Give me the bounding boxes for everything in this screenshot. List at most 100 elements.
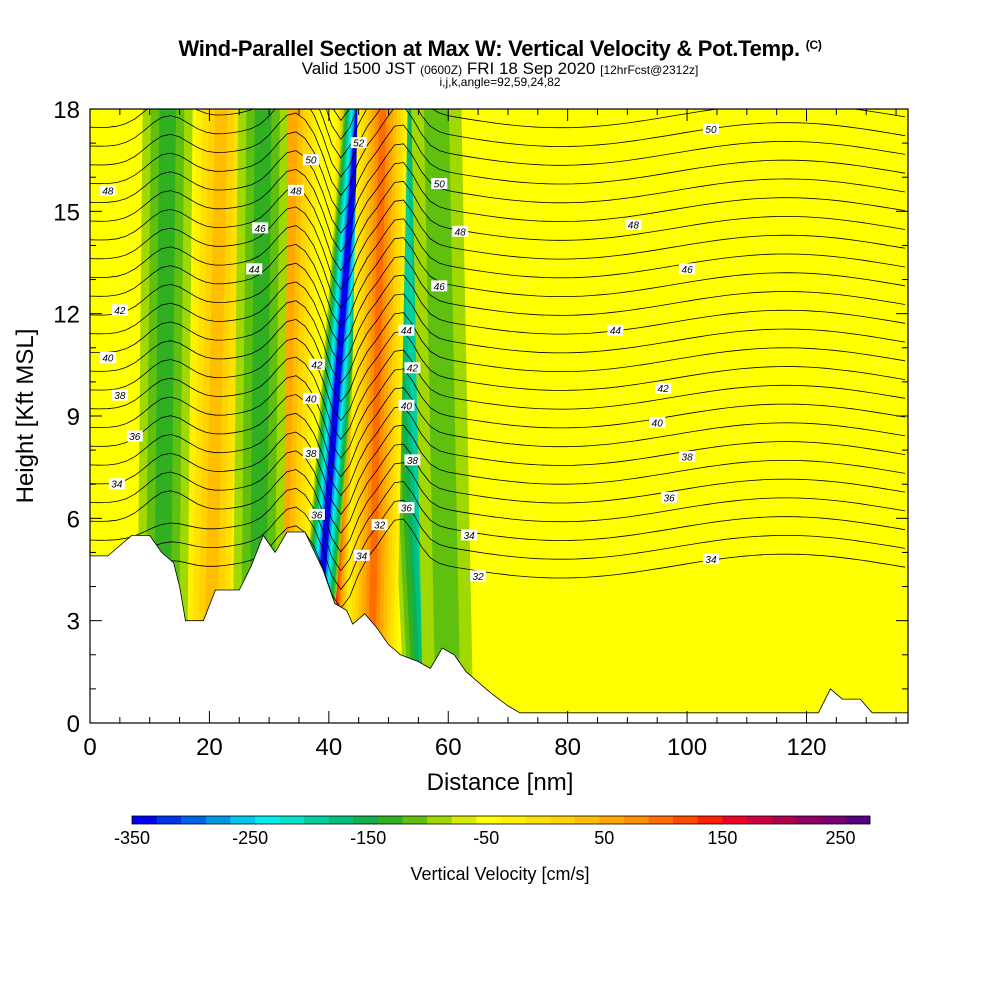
theta-label-bg: [302, 154, 319, 166]
velocity-band-8-1: [423, 109, 461, 723]
theta-contour-line: [90, 75, 905, 102]
colorbar-swatch: [132, 816, 157, 824]
theta-label-bg: [99, 184, 116, 196]
colorbar-tick-label: -350: [114, 828, 150, 848]
theta-label-bg: [452, 225, 469, 237]
theta-label: 40: [102, 354, 114, 365]
x-axis-label: Distance [nm]: [427, 769, 574, 796]
colorbar-frame: [131, 815, 871, 825]
theta-label: 44: [249, 265, 261, 276]
theta-label: 42: [407, 364, 419, 375]
theta-label-bg: [398, 502, 415, 514]
theta-label-bg: [625, 218, 642, 230]
x-tick-label: 20: [196, 734, 223, 761]
colorbar-swatch: [378, 816, 403, 824]
valid-utc: (0600Z): [420, 63, 463, 77]
theta-contour-line: [90, 405, 906, 497]
x-tick-label: 60: [435, 734, 462, 761]
theta-label: 38: [114, 391, 126, 402]
colorbar-swatch: [353, 816, 379, 824]
chart-title: Wind-Parallel Section at Max W: Vertical…: [0, 36, 1000, 62]
theta-label: 40: [652, 418, 664, 429]
theta-contour-line: [90, 424, 906, 516]
theta-label: 34: [705, 555, 717, 566]
valid-date: FRI 18 Sep 2020: [466, 59, 596, 78]
colorbar-swatch: [550, 816, 576, 824]
theta-label: 46: [434, 282, 446, 293]
theta-label: 34: [464, 531, 476, 542]
theta-contour-line: [90, 109, 906, 197]
theta-label-bg: [431, 178, 448, 190]
theta-label: 42: [114, 306, 126, 317]
theta-label-bg: [111, 304, 128, 316]
theta-contour-line: [90, 499, 906, 591]
theta-label: 48: [628, 220, 640, 231]
x-tick-label: 0: [83, 734, 96, 761]
theta-label-bg: [308, 358, 325, 370]
theta-label-bg: [371, 519, 388, 531]
theta-label-bg: [404, 362, 421, 374]
theta-contour-line: [90, 518, 906, 609]
theta-label: 42: [311, 360, 323, 371]
title-mark: (C): [805, 38, 822, 52]
theta-label-bg: [111, 389, 128, 401]
theta-label: 48: [290, 186, 302, 197]
theta-label: 50: [705, 125, 717, 136]
colorbar-tick-label: -50: [473, 828, 499, 848]
theta-contour-line: [90, 124, 906, 215]
theta-contour-line: [90, 274, 906, 365]
theta-label-bg: [607, 324, 624, 336]
theta-contour-line: [90, 368, 906, 459]
theta-label: 48: [455, 227, 467, 238]
colorbar-tick-label: 50: [594, 828, 614, 848]
theta-label: 42: [658, 384, 670, 395]
grid-indices: i,j,k,angle=92,59,24,82: [439, 75, 561, 89]
colorbar-swatch: [771, 816, 797, 824]
theta-contour-line: [90, 109, 906, 178]
theta-contour-line: [90, 237, 906, 328]
y-tick-label: 15: [53, 199, 80, 226]
colorbar-tick-label: -250: [232, 828, 268, 848]
theta-label-bg: [287, 184, 304, 196]
title-main: Wind-Parallel Section at Max W: Vertical…: [178, 36, 800, 61]
theta-contour-line: [90, 293, 906, 384]
colorbar-swatch: [476, 816, 502, 824]
colorbar-swatch: [451, 816, 477, 824]
theta-label: 34: [356, 551, 368, 562]
colorbar-tick-label: -150: [350, 828, 386, 848]
y-tick-label: 3: [67, 609, 80, 636]
theta-label: 50: [305, 156, 317, 167]
theta-label-bg: [398, 324, 415, 336]
theta-label-bg: [661, 491, 678, 503]
theta-contour-line: [90, 481, 906, 572]
y-tick-label: 9: [67, 404, 80, 431]
colorbar-swatch: [328, 816, 354, 824]
colorbar-swatch: [427, 816, 453, 824]
theta-label-bg: [679, 263, 696, 275]
velocity-band-4-3: [203, 109, 228, 723]
colorbar: -350 -250 -150 -50 50 150 250: [114, 815, 871, 848]
theta-label-bg: [302, 392, 319, 404]
colorbar-swatch: [156, 816, 182, 824]
colorbar-swatch: [230, 816, 256, 824]
theta-label-bg: [404, 454, 421, 466]
theta-label: 34: [111, 480, 123, 491]
y-tick-label: 12: [53, 302, 80, 329]
colorbar-swatch: [722, 816, 748, 824]
colorbar-swatch: [304, 816, 330, 824]
x-tick-label: 120: [786, 734, 826, 761]
valid-prefix: Valid 1500 JST: [301, 59, 416, 78]
theta-contour-line: [90, 75, 905, 83]
theta-contour-line: [90, 387, 906, 478]
theta-label: 48: [102, 186, 114, 197]
theta-label-bg: [126, 430, 143, 442]
theta-label-bg: [350, 137, 367, 149]
theta-contour-line: [90, 443, 906, 534]
theta-label: 36: [664, 493, 676, 504]
y-axis-label: Height [Kft MSL]: [12, 329, 39, 504]
theta-contour-line: [90, 180, 906, 272]
theta-label: 38: [305, 449, 317, 460]
theta-contour-line: [90, 462, 906, 553]
